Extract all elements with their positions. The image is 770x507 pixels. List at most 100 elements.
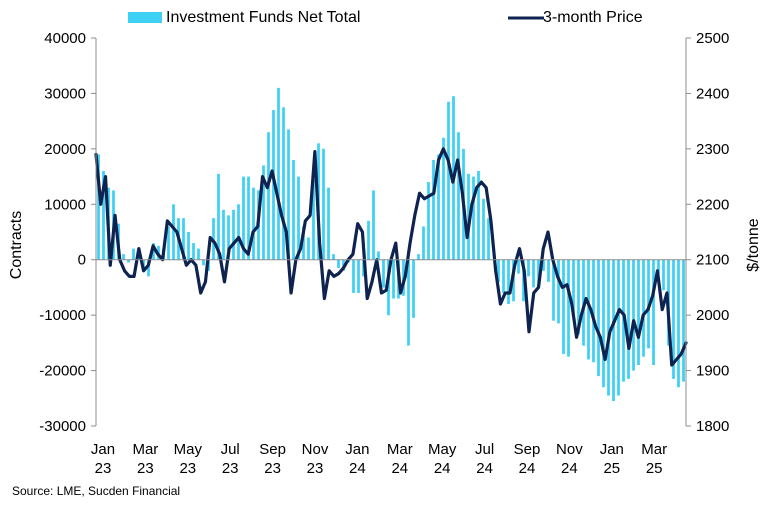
legend: Investment Funds Net Total 3-month Price	[128, 9, 643, 26]
bar	[472, 176, 475, 260]
bar	[197, 248, 200, 260]
bar	[562, 259, 565, 354]
bar	[677, 259, 680, 388]
x-tick-label: 25	[603, 460, 620, 477]
bar	[152, 243, 155, 260]
bar	[442, 137, 445, 260]
bar	[607, 259, 610, 396]
bar	[577, 259, 580, 335]
bar	[597, 259, 600, 377]
x-tick-label: 23	[264, 460, 281, 477]
bar	[572, 259, 575, 316]
x-tick-label: 24	[391, 460, 408, 477]
bar	[412, 259, 415, 318]
x-tick-label: Sep	[259, 441, 286, 458]
bar	[532, 259, 535, 288]
bar	[392, 259, 395, 299]
x-tick-label: 24	[349, 460, 366, 477]
x-tick-label: Jan	[600, 441, 624, 458]
left-tick-label: -30000	[39, 418, 86, 435]
x-tick-label: Jul	[475, 441, 494, 458]
bar	[242, 176, 245, 260]
bar	[352, 259, 355, 293]
x-tick-label: Jul	[221, 441, 240, 458]
left-tick-label: 10000	[44, 196, 86, 213]
bar	[127, 259, 130, 263]
bar	[502, 259, 505, 293]
bar	[422, 226, 425, 260]
bar	[312, 179, 315, 260]
bar	[627, 259, 630, 379]
right-tick-label: 2000	[696, 307, 729, 324]
bar	[192, 243, 195, 260]
bar	[252, 187, 255, 260]
legend-label-investment-funds: Investment Funds Net Total	[166, 9, 360, 26]
bar	[587, 259, 590, 360]
bar	[487, 218, 490, 260]
left-tick-label: 0	[78, 252, 86, 269]
bar	[567, 259, 570, 357]
bar	[527, 259, 530, 277]
bar	[367, 220, 370, 260]
bar	[447, 101, 450, 260]
left-tick-label: -20000	[39, 363, 86, 380]
x-tick-label: Mar	[641, 441, 667, 458]
right-tick-label: 2200	[696, 196, 729, 213]
bar	[617, 259, 620, 396]
price-line	[94, 147, 688, 367]
x-tick-label: 24	[434, 460, 451, 477]
right-tick-label: 1800	[696, 418, 729, 435]
bar	[497, 259, 500, 282]
bar	[432, 159, 435, 260]
bar	[212, 218, 215, 260]
bar	[457, 132, 460, 260]
bar	[637, 259, 640, 366]
bar	[382, 259, 385, 288]
bar	[632, 259, 635, 371]
x-tick-label: 23	[95, 460, 112, 477]
bar	[297, 176, 300, 260]
bar	[102, 171, 105, 260]
bar	[122, 254, 125, 260]
x-tick-label: 24	[476, 460, 493, 477]
bar	[547, 259, 550, 282]
bar	[217, 173, 220, 260]
bar	[517, 259, 520, 274]
bar	[262, 165, 265, 260]
bar	[557, 259, 560, 324]
bar	[612, 259, 615, 402]
bar	[287, 129, 290, 260]
left-axis-title: Contracts	[8, 211, 25, 279]
bar	[302, 226, 305, 260]
bar	[167, 226, 170, 260]
left-tick-label: -10000	[39, 307, 86, 324]
x-tick-label: Jan	[91, 441, 115, 458]
bar	[247, 176, 250, 260]
bar	[187, 232, 190, 260]
right-tick-label: 1900	[696, 363, 729, 380]
bar	[202, 259, 205, 266]
bar	[267, 132, 270, 260]
bar	[237, 204, 240, 260]
bar	[357, 259, 360, 293]
bar	[277, 87, 280, 260]
x-tick-label: 23	[222, 460, 239, 477]
x-tick-label: Jan	[345, 441, 369, 458]
x-tick-label: Sep	[514, 441, 541, 458]
bar	[682, 259, 685, 382]
bar	[377, 251, 380, 260]
x-tick-label: Mar	[387, 441, 413, 458]
bar	[227, 215, 230, 260]
bar	[332, 254, 335, 260]
bar	[552, 259, 555, 321]
bar	[662, 259, 665, 291]
bar	[182, 218, 185, 260]
bar	[507, 259, 510, 305]
right-tick-label: 2100	[696, 252, 729, 269]
bar	[97, 154, 100, 260]
bar	[542, 259, 545, 271]
bar	[477, 171, 480, 260]
right-axis-title: $/tonne	[745, 218, 762, 271]
x-tick-label: 23	[137, 460, 154, 477]
